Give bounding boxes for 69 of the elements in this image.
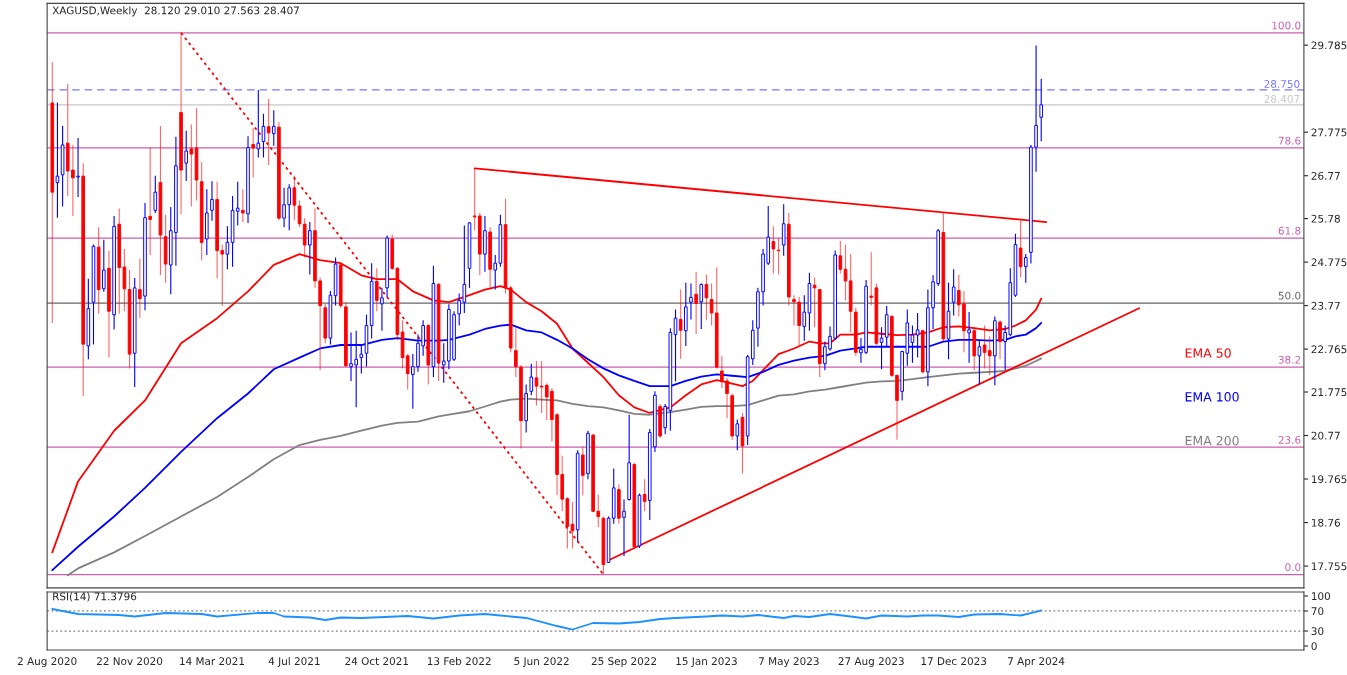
candlestick	[55, 101, 60, 219]
candlestick	[1039, 78, 1044, 142]
candlestick	[225, 225, 230, 270]
x-tick-label: 22 Nov 2020	[96, 657, 163, 666]
candlestick	[951, 268, 956, 317]
candlestick	[977, 339, 982, 385]
ref-line-label: 28.750	[1264, 80, 1300, 88]
annotation: 23.6	[1278, 435, 1301, 444]
y-tick-label: 22.765	[1311, 345, 1347, 354]
y-tick-label: 23.77	[1311, 301, 1340, 310]
candlestick	[271, 109, 276, 147]
x-tick-label: 7 May 2023	[759, 657, 819, 668]
candlestick	[256, 89, 261, 159]
x-tick-label: 15 Jan 2023	[676, 657, 737, 667]
candlestick	[261, 113, 266, 159]
candlestick	[699, 282, 704, 330]
text: EMA 50	[1185, 348, 1231, 358]
candlestick	[380, 287, 384, 332]
candlestick	[689, 282, 693, 321]
y-tick-label: 20.77	[1311, 431, 1340, 440]
candlestick	[1023, 253, 1028, 284]
y-tick-label: 17.755	[1311, 562, 1347, 571]
candlestick	[184, 130, 189, 182]
y-tick-label: 100	[1311, 592, 1331, 601]
candlestick	[622, 499, 626, 557]
annotation: 38.2	[1278, 355, 1301, 364]
candlestick	[781, 203, 786, 257]
candlestick	[684, 282, 688, 347]
x-tick-label: 17 Dec 2023	[921, 657, 987, 666]
line-series	[66, 357, 1043, 577]
y-tick-label: 26.77	[1311, 171, 1340, 180]
y-tick-label: 18.76	[1311, 518, 1341, 527]
x-tick-label: 25 Sep 2022	[591, 657, 656, 668]
text: EMA 200	[1185, 435, 1239, 446]
x-tick-label: 27 Aug 2023	[838, 657, 904, 668]
y-tick-label: 27.775	[1311, 128, 1347, 137]
x-tick-label: 2 Aug 2020	[17, 657, 77, 668]
text: EMA 100	[1185, 392, 1239, 402]
candlestick	[308, 221, 312, 275]
annotation: 61.8	[1278, 226, 1301, 235]
candlestick	[359, 344, 364, 375]
x-tick-label: 5 Jun 2022	[514, 657, 569, 667]
chart-title: XAGUSD,Weekly 28.120 29.010 27.563 28.407	[52, 6, 299, 17]
y-tick-label: 19.765	[1311, 475, 1347, 484]
x-tick-label: 24 Oct 2021	[345, 657, 409, 666]
annotation: 100.0	[1272, 21, 1301, 30]
annotation: 78.6	[1278, 136, 1301, 145]
chart-title: RSI(14) 71.3796	[53, 592, 137, 602]
y-tick-label: 25.78	[1311, 214, 1340, 223]
candlestick	[210, 180, 214, 222]
annotation: 0.0	[1285, 563, 1301, 572]
y-tick-label: 0	[1311, 642, 1317, 651]
line-series	[51, 608, 1043, 631]
x-tick-label: 4 Jul 2021	[268, 656, 320, 667]
candlestick	[153, 175, 158, 214]
candlestick	[529, 363, 534, 396]
y-tick-label: 70	[1311, 607, 1324, 616]
y-tick-label: 29.785	[1311, 41, 1347, 50]
candlestick	[101, 239, 106, 293]
candlestick	[483, 215, 487, 273]
y-tick-label: 21.775	[1311, 388, 1347, 397]
annotation: 50.0	[1278, 291, 1301, 300]
x-tick-label: 14 Mar 2021	[180, 657, 245, 666]
candlestick	[735, 418, 740, 451]
x-tick-label: 7 Apr 2024	[1008, 657, 1065, 668]
candlestick	[76, 137, 80, 198]
y-tick-label: 24.775	[1311, 258, 1347, 267]
x-tick-label: 13 Feb 2022	[427, 656, 491, 666]
y-tick-label: 30	[1311, 627, 1324, 636]
